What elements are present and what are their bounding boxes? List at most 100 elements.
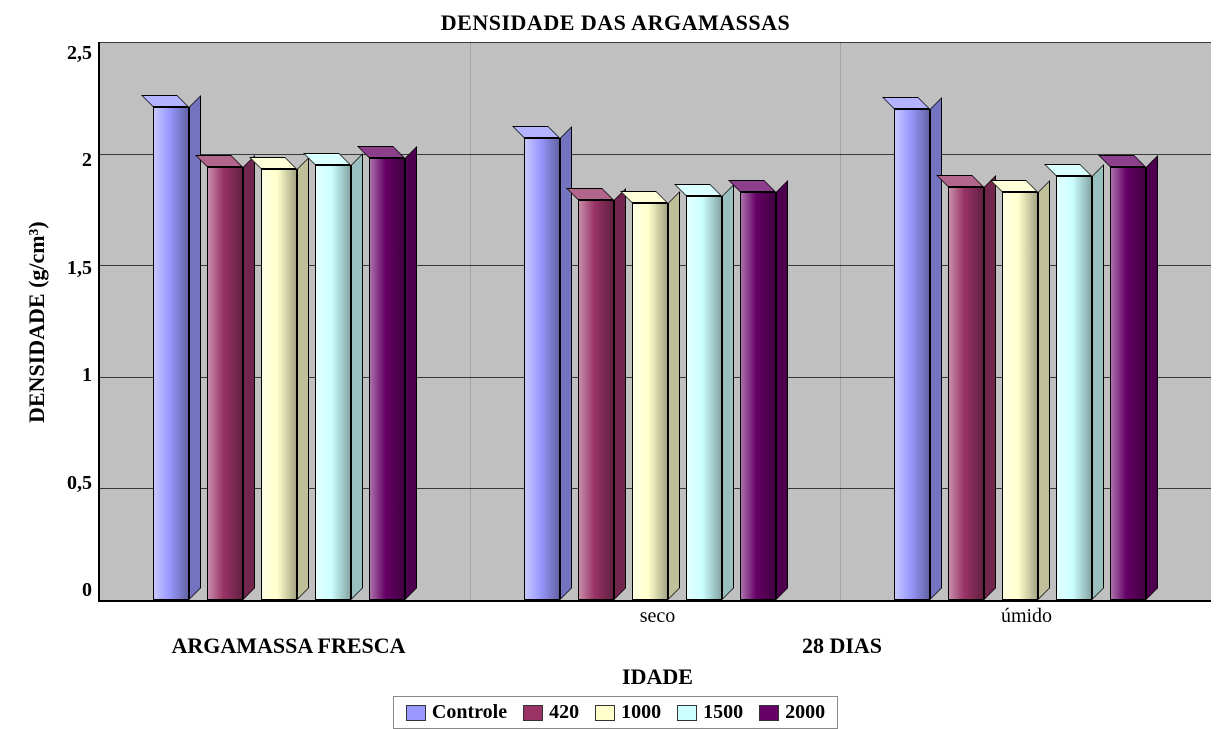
bar-front-face	[369, 158, 405, 600]
legend-label: Controle	[432, 701, 507, 724]
bar	[261, 42, 309, 600]
y-tick-label: 2,5	[67, 42, 92, 65]
x-super-label: ARGAMASSA FRESCA	[104, 633, 473, 659]
bar-groups	[100, 42, 1211, 600]
bar	[1056, 42, 1104, 600]
bar-side-face	[405, 146, 417, 600]
y-tick-label: 0	[82, 579, 92, 602]
y-tick-label: 1	[82, 364, 92, 387]
bar	[369, 42, 417, 600]
bar-front-face	[315, 165, 351, 600]
bar-top-face	[195, 155, 243, 167]
y-axis-ticks: 2,5 2 1,5 1 0,5 0	[50, 42, 98, 602]
bar-side-face	[189, 95, 201, 600]
bar-front-face	[207, 167, 243, 600]
bar-side-face	[614, 188, 626, 600]
legend-swatch	[523, 705, 543, 721]
bar-top-face	[674, 184, 722, 196]
bar	[578, 42, 626, 600]
legend-swatch	[759, 705, 779, 721]
bar-group	[841, 42, 1211, 600]
legend-label: 1000	[621, 701, 661, 724]
legend-swatch	[595, 705, 615, 721]
bar-front-face	[632, 203, 668, 600]
legend-label: 2000	[785, 701, 825, 724]
legend-swatch	[677, 705, 697, 721]
y-tick-label: 0,5	[67, 472, 92, 495]
bar-front-face	[261, 169, 297, 600]
bar-top-face	[249, 157, 297, 169]
bar	[1002, 42, 1050, 600]
plot-area-outer	[98, 42, 1211, 602]
legend: Controle 420 1000 1500 2000	[393, 696, 838, 729]
bar-front-face	[686, 196, 722, 600]
bar-top-face	[1098, 155, 1146, 167]
bar-front-face	[740, 192, 776, 600]
bar-top-face	[512, 126, 560, 138]
bar-front-face	[1002, 192, 1038, 600]
chart-title: DENSIDADE DAS ARGAMASSAS	[20, 10, 1211, 36]
bar-front-face	[1056, 176, 1092, 600]
legend-item: 1000	[595, 701, 661, 724]
bar-top-face	[620, 191, 668, 203]
bar-front-face	[1110, 167, 1146, 600]
y-tick-label: 1,5	[67, 257, 92, 280]
bar-top-face	[357, 146, 405, 158]
bar	[894, 42, 942, 600]
bar-side-face	[776, 180, 788, 600]
bar-side-face	[668, 191, 680, 600]
bar-side-face	[930, 97, 942, 600]
bar-side-face	[722, 184, 734, 600]
bar	[524, 42, 572, 600]
chart-container: DENSIDADE DAS ARGAMASSAS DENSIDADE (g/cm…	[0, 0, 1231, 723]
chart-body: DENSIDADE (g/cm³) 2,5 2 1,5 1 0,5 0	[20, 42, 1211, 602]
bar-side-face	[351, 153, 363, 600]
bar-front-face	[578, 200, 614, 600]
legend-item: 1500	[677, 701, 743, 724]
legend-swatch	[406, 705, 426, 721]
bar-group	[100, 42, 471, 600]
x-category-super-labels: ARGAMASSA FRESCA28 DIAS	[104, 630, 1211, 662]
x-axis-label: IDADE	[104, 664, 1211, 690]
legend-item: 420	[523, 701, 579, 724]
bar-side-face	[243, 155, 255, 600]
bar	[948, 42, 996, 600]
bar-top-face	[990, 180, 1038, 192]
y-axis-label: DENSIDADE (g/cm³)	[20, 42, 50, 602]
bar-side-face	[297, 157, 309, 600]
legend-item: Controle	[406, 701, 507, 724]
bar-top-face	[303, 153, 351, 165]
bar-front-face	[894, 109, 930, 600]
x-sub-label: seco	[473, 605, 842, 628]
y-tick-label: 2	[82, 149, 92, 172]
bar	[153, 42, 201, 600]
legend-item: 2000	[759, 701, 825, 724]
bar-front-face	[948, 187, 984, 600]
x-category-sub-labels: secoúmido	[104, 602, 1211, 630]
bar-side-face	[560, 126, 572, 600]
bar-side-face	[984, 175, 996, 600]
bar	[632, 42, 680, 600]
plot-area	[98, 42, 1211, 602]
bar-top-face	[882, 97, 930, 109]
bar-front-face	[153, 107, 189, 600]
bar-group	[471, 42, 842, 600]
bar-side-face	[1038, 180, 1050, 600]
bar	[686, 42, 734, 600]
bar	[740, 42, 788, 600]
x-super-label: 28 DIAS	[473, 633, 1211, 659]
bar	[315, 42, 363, 600]
legend-label: 1500	[703, 701, 743, 724]
bar-side-face	[1092, 164, 1104, 600]
legend-label: 420	[549, 701, 579, 724]
bar-side-face	[1146, 155, 1158, 600]
bar	[207, 42, 255, 600]
bar-top-face	[1044, 164, 1092, 176]
bar-top-face	[141, 95, 189, 107]
bar-top-face	[566, 188, 614, 200]
x-sub-label: úmido	[842, 605, 1211, 628]
bar	[1110, 42, 1158, 600]
bar-top-face	[728, 180, 776, 192]
bar-front-face	[524, 138, 560, 600]
bar-top-face	[936, 175, 984, 187]
